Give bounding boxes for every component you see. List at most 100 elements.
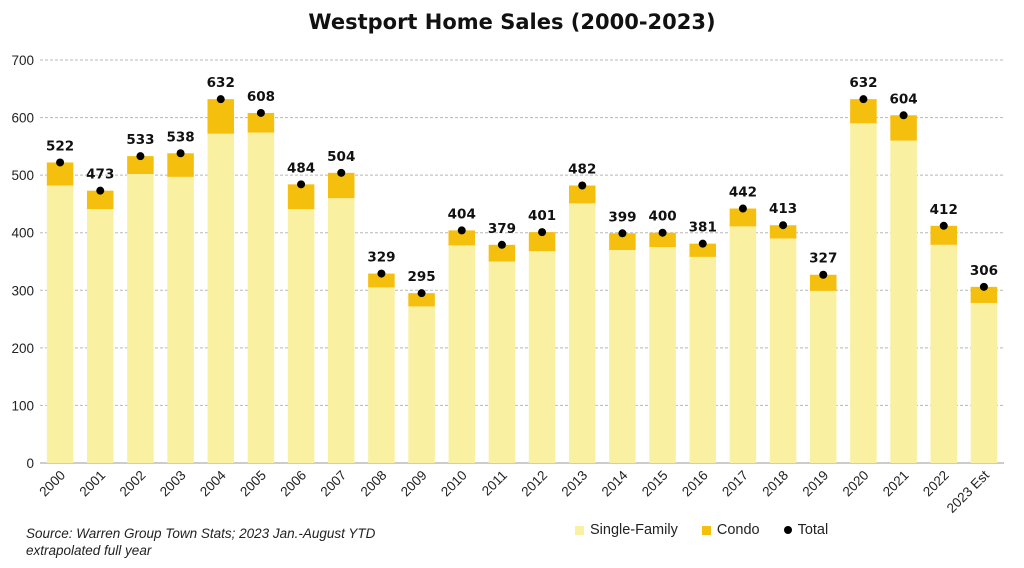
legend-item-single-family: Single-Family <box>575 522 678 538</box>
x-tick-label: 2021 <box>880 468 912 500</box>
data-label: 473 <box>86 167 114 183</box>
bar-single-family <box>850 123 877 463</box>
data-label: 538 <box>166 129 194 145</box>
y-tick-label: 200 <box>11 341 34 356</box>
bar-single-family <box>528 251 556 463</box>
x-tick-label: 2007 <box>318 468 350 500</box>
data-label: 484 <box>287 160 315 176</box>
y-tick-label: 100 <box>11 398 34 413</box>
bar-single-family <box>809 290 837 463</box>
x-tick-label: 2003 <box>157 468 189 500</box>
bar-single-family <box>689 256 717 463</box>
bar-single-family <box>368 287 395 463</box>
data-label: 533 <box>126 132 154 148</box>
data-label: 381 <box>689 220 717 236</box>
chart-title: Westport Home Sales (2000-2023) <box>308 10 716 34</box>
bar-single-family <box>408 306 435 463</box>
x-tick-label: 2010 <box>438 468 470 500</box>
data-label: 400 <box>648 209 676 225</box>
x-tick-label: 2012 <box>518 468 550 500</box>
x-tick-label: 2011 <box>479 468 510 499</box>
total-marker <box>216 95 225 104</box>
x-tick-label: 2017 <box>719 468 751 500</box>
legend-item-condo: Condo <box>701 522 760 538</box>
total-marker <box>658 228 667 237</box>
data-label: 399 <box>608 209 636 225</box>
y-tick-label: 600 <box>11 111 34 126</box>
data-label: 442 <box>729 185 757 201</box>
bar-single-family <box>488 261 516 463</box>
bar-condo <box>86 190 114 210</box>
bar-single-family <box>890 140 917 463</box>
x-tick-label: 2001 <box>77 468 109 500</box>
bar-condo <box>850 99 877 124</box>
bar-single-family <box>930 244 958 463</box>
bar-condo <box>528 232 556 252</box>
total-marker <box>538 228 547 237</box>
total-marker <box>176 149 185 158</box>
bar-single-family <box>970 302 998 463</box>
bar-single-family <box>327 198 355 463</box>
bar-condo <box>970 286 998 303</box>
bar-condo <box>890 115 917 141</box>
bar-single-family <box>448 245 476 463</box>
bar-condo <box>930 225 958 245</box>
y-tick-label: 400 <box>11 226 34 241</box>
total-marker <box>377 269 386 278</box>
x-axis-ticks: 2000 2001 2002 2003 2004 2005 2006 2007 2008 2009… <box>36 467 992 516</box>
total-marker <box>457 226 466 235</box>
total-marker <box>779 221 788 230</box>
total-markers <box>56 95 988 298</box>
bar-condo <box>368 273 395 288</box>
total-marker <box>337 168 346 177</box>
gridlines <box>40 59 1004 464</box>
bar-condo <box>207 99 235 134</box>
total-marker <box>56 158 65 167</box>
legend-item-total: Total <box>783 522 828 538</box>
data-label: 632 <box>207 75 235 91</box>
data-label: 295 <box>407 269 435 285</box>
y-tick-label: 500 <box>11 168 34 183</box>
data-label: 522 <box>46 138 74 154</box>
legend-label-condo: Condo <box>716 522 760 538</box>
total-marker <box>297 180 306 189</box>
total-marker <box>497 240 506 249</box>
bar-single-family <box>127 173 154 463</box>
total-marker <box>859 95 868 104</box>
bar-single-family <box>207 133 235 464</box>
total-marker <box>136 152 145 161</box>
bar-single-family <box>167 176 194 463</box>
data-label: 401 <box>528 208 556 224</box>
x-tick-label: 2009 <box>398 468 430 500</box>
total-marker <box>819 270 828 279</box>
data-label: 412 <box>930 202 958 218</box>
total-marker <box>979 282 988 291</box>
bar-condo <box>167 153 194 177</box>
data-label: 404 <box>448 206 476 222</box>
bar-condo <box>247 112 275 133</box>
bar-single-family <box>729 226 757 463</box>
bar-single-family <box>86 209 114 463</box>
x-tick-label: 2020 <box>840 468 872 500</box>
bar-single-family <box>769 238 797 463</box>
x-tick-label: 2002 <box>117 468 149 500</box>
x-tick-label: 2004 <box>197 467 229 499</box>
data-label: 482 <box>568 162 596 178</box>
x-tick-label: 2022 <box>920 468 952 500</box>
bar-single-family <box>568 203 596 464</box>
total-marker <box>578 181 587 190</box>
bars <box>46 99 998 464</box>
source-note: Source: Warren Group Town Stats; 2023 Ja… <box>26 526 376 558</box>
bar-condo <box>287 184 315 210</box>
x-tick-label: 2023 Est <box>944 467 992 515</box>
single-family-swatch <box>575 525 584 535</box>
y-tick-label: 700 <box>11 53 34 68</box>
total-marker <box>256 108 265 117</box>
bar-condo <box>689 243 717 257</box>
y-axis-ticks: 0 100 200 300 400 500 600 700 <box>11 53 34 471</box>
total-marker <box>698 239 707 248</box>
data-label: 504 <box>327 149 355 165</box>
data-label: 327 <box>809 251 837 267</box>
data-label: 604 <box>889 91 917 107</box>
